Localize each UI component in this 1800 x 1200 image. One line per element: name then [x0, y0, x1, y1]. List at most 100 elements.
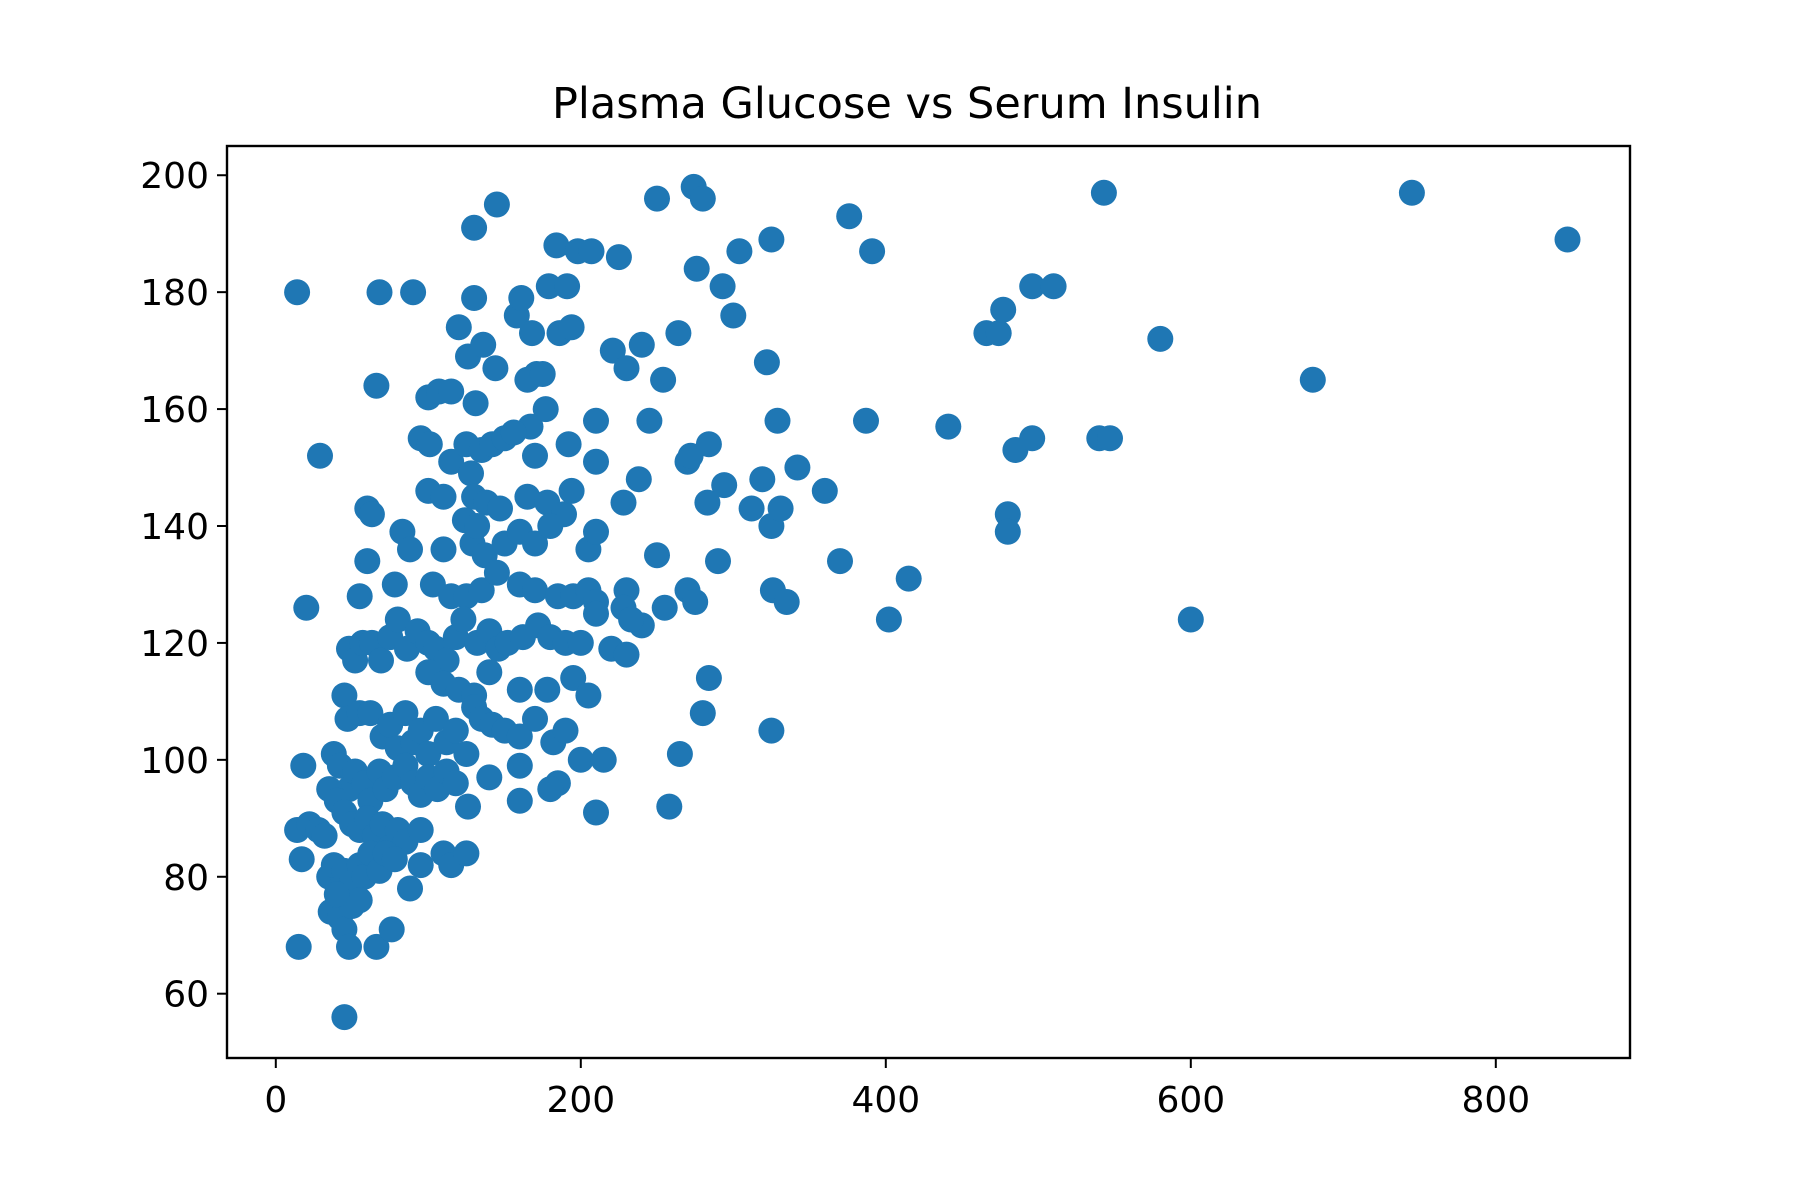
data-point: [758, 717, 785, 744]
data-point: [689, 700, 716, 727]
data-point: [567, 746, 594, 773]
data-point: [994, 518, 1021, 545]
data-point: [543, 232, 570, 259]
data-point: [895, 565, 922, 592]
data-point: [363, 372, 390, 399]
data-point: [468, 577, 495, 604]
y-tick-label: 180: [140, 273, 209, 314]
data-point: [363, 933, 390, 960]
data-point: [583, 448, 609, 475]
data-point: [506, 752, 533, 779]
data-point: [366, 279, 393, 306]
data-point: [784, 454, 811, 481]
data-point: [311, 822, 338, 849]
data-point: [695, 665, 722, 691]
y-tick-label: 60: [163, 975, 209, 1016]
data-point: [666, 741, 693, 767]
data-point: [560, 665, 587, 691]
data-point: [535, 273, 562, 300]
data-point: [430, 483, 457, 510]
data-point: [650, 366, 677, 393]
data-point: [381, 846, 408, 873]
y-tick-label: 80: [163, 858, 209, 899]
data-point: [1554, 226, 1581, 253]
data-point: [381, 571, 408, 598]
data-point: [519, 320, 545, 347]
points-layer: [284, 173, 1581, 1031]
data-point: [458, 460, 484, 487]
data-point: [346, 583, 373, 610]
data-point: [636, 407, 663, 434]
data-point: [346, 887, 373, 914]
data-point: [522, 577, 548, 604]
data-point: [859, 238, 886, 265]
data-point: [397, 536, 423, 563]
data-point: [583, 518, 609, 545]
y-tick-label: 120: [140, 624, 209, 665]
data-point: [836, 203, 863, 230]
data-point: [416, 431, 443, 458]
data-point: [453, 840, 480, 867]
data-point: [558, 477, 585, 504]
data-point: [422, 705, 449, 732]
data-point: [985, 320, 1012, 347]
data-point: [400, 279, 427, 306]
data-point: [1398, 179, 1425, 206]
data-point: [599, 337, 626, 364]
data-point: [453, 741, 480, 767]
data-point: [682, 589, 709, 615]
data-point: [705, 548, 731, 575]
data-point: [651, 594, 678, 621]
data-point: [935, 413, 962, 440]
data-point: [552, 717, 579, 744]
data-point: [397, 875, 423, 902]
data-point: [336, 933, 362, 960]
data-point: [605, 244, 632, 271]
data-point: [331, 682, 358, 709]
data-point: [476, 764, 503, 791]
y-tick-label: 160: [140, 390, 209, 431]
data-point: [583, 600, 609, 627]
data-point: [618, 606, 645, 633]
data-point: [711, 472, 738, 499]
data-point: [689, 185, 716, 212]
data-point: [1177, 606, 1204, 633]
data-point: [354, 548, 381, 575]
data-point: [461, 214, 488, 241]
data-point: [288, 846, 315, 873]
data-point: [368, 647, 394, 674]
data-point: [628, 331, 655, 358]
data-point: [378, 916, 405, 943]
y-tick-label: 200: [140, 156, 209, 197]
data-point: [483, 191, 510, 218]
data-point: [293, 594, 320, 621]
data-point: [554, 273, 581, 300]
data-point: [462, 390, 489, 417]
data-point: [514, 483, 541, 510]
data-point: [1019, 425, 1046, 452]
data-point: [610, 489, 637, 516]
data-point: [726, 238, 753, 265]
data-point: [407, 817, 434, 843]
data-point: [720, 302, 747, 329]
data-point: [522, 705, 548, 732]
data-point: [506, 723, 533, 750]
x-tick-label: 200: [546, 1080, 615, 1121]
data-point: [464, 513, 491, 539]
x-tick-label: 0: [264, 1080, 287, 1121]
data-point: [430, 536, 457, 563]
data-point: [656, 793, 683, 820]
data-point: [323, 881, 350, 908]
data-point: [522, 530, 548, 557]
data-point: [482, 355, 509, 382]
data-point: [442, 717, 469, 744]
data-point: [438, 448, 465, 475]
data-point: [695, 431, 722, 458]
data-point: [990, 296, 1017, 323]
data-point: [875, 606, 902, 633]
data-point: [506, 787, 533, 814]
data-point: [853, 407, 879, 434]
data-point: [290, 752, 317, 779]
data-point: [644, 185, 670, 212]
